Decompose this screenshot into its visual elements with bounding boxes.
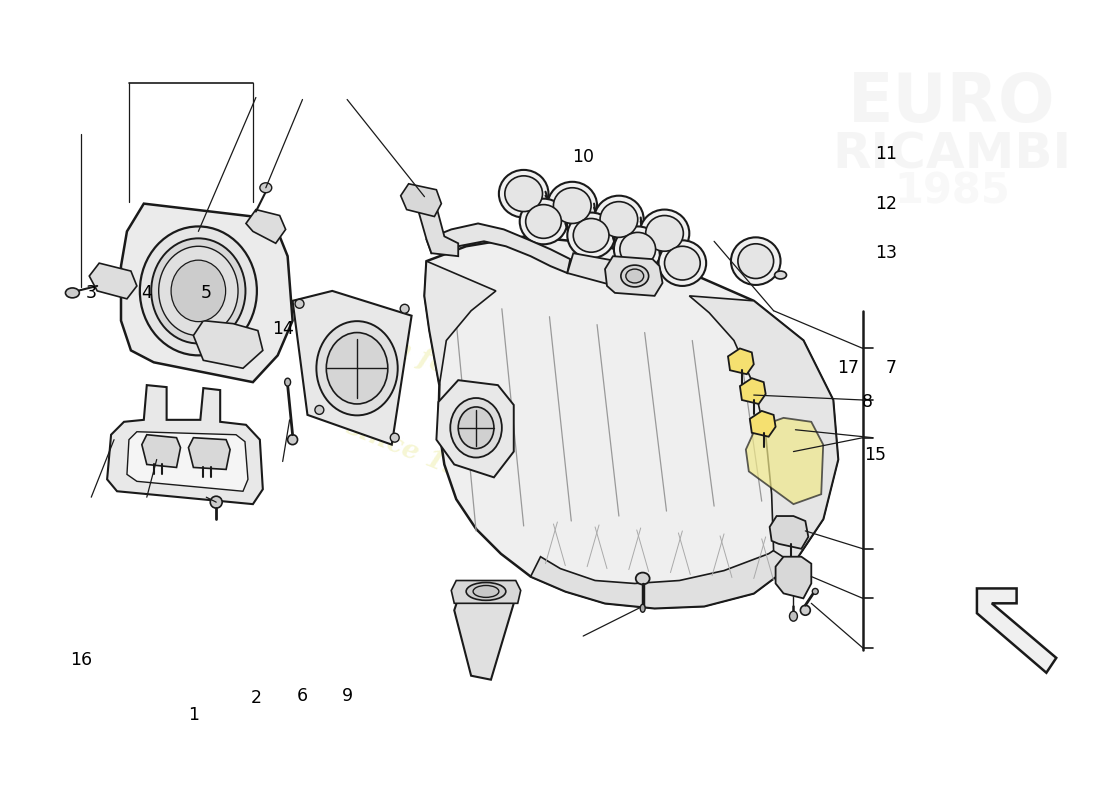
Polygon shape (418, 206, 459, 256)
Polygon shape (605, 256, 662, 296)
Ellipse shape (260, 182, 272, 193)
Polygon shape (740, 378, 766, 404)
Ellipse shape (568, 213, 615, 258)
Polygon shape (568, 254, 652, 291)
Polygon shape (142, 434, 180, 467)
Ellipse shape (390, 434, 399, 442)
Polygon shape (746, 418, 823, 504)
Ellipse shape (600, 202, 638, 238)
Polygon shape (425, 261, 496, 385)
Ellipse shape (327, 333, 388, 404)
Polygon shape (126, 432, 248, 491)
Text: 6: 6 (297, 686, 308, 705)
Ellipse shape (466, 582, 506, 600)
Ellipse shape (646, 215, 683, 251)
Polygon shape (107, 385, 263, 504)
Ellipse shape (573, 218, 609, 252)
Polygon shape (121, 204, 293, 382)
Ellipse shape (315, 406, 323, 414)
Ellipse shape (659, 240, 706, 286)
Ellipse shape (801, 606, 811, 615)
Polygon shape (451, 581, 520, 603)
Polygon shape (977, 589, 1056, 673)
Text: 11: 11 (874, 145, 896, 163)
Polygon shape (194, 321, 263, 368)
Ellipse shape (459, 407, 494, 449)
Text: since 1985: since 1985 (342, 414, 499, 496)
Ellipse shape (285, 378, 290, 386)
Ellipse shape (640, 604, 646, 612)
Text: 9: 9 (342, 686, 353, 705)
Ellipse shape (158, 246, 238, 335)
Polygon shape (188, 438, 230, 470)
Text: 1985: 1985 (894, 170, 1010, 213)
Text: 10: 10 (572, 148, 594, 166)
Polygon shape (293, 291, 411, 445)
Ellipse shape (790, 611, 798, 621)
Text: 15: 15 (864, 446, 886, 463)
Ellipse shape (210, 496, 222, 508)
Polygon shape (728, 349, 754, 374)
Polygon shape (437, 380, 514, 478)
Ellipse shape (526, 205, 561, 238)
Ellipse shape (636, 573, 650, 585)
Ellipse shape (640, 210, 690, 257)
Text: 4: 4 (141, 284, 152, 302)
Polygon shape (776, 557, 812, 598)
Text: 7: 7 (886, 359, 896, 378)
Ellipse shape (317, 321, 398, 415)
Text: 16: 16 (70, 651, 92, 669)
Polygon shape (770, 516, 808, 549)
Ellipse shape (295, 299, 304, 308)
Text: 3: 3 (86, 284, 97, 302)
Text: a passion for motorsport: a passion for motorsport (277, 290, 626, 450)
Ellipse shape (626, 269, 644, 283)
Ellipse shape (548, 182, 597, 230)
Ellipse shape (172, 260, 225, 322)
Text: 13: 13 (874, 244, 896, 262)
Polygon shape (400, 184, 441, 217)
Text: 14: 14 (272, 319, 294, 338)
Ellipse shape (499, 170, 549, 218)
Text: 17: 17 (837, 359, 859, 378)
Polygon shape (246, 210, 286, 243)
Ellipse shape (553, 188, 591, 223)
Ellipse shape (620, 265, 649, 287)
Ellipse shape (620, 232, 656, 266)
Polygon shape (750, 411, 776, 437)
Text: 8: 8 (862, 393, 873, 411)
Polygon shape (89, 263, 136, 299)
Text: 12: 12 (874, 194, 896, 213)
Ellipse shape (152, 238, 245, 343)
Ellipse shape (519, 198, 568, 244)
Polygon shape (690, 296, 838, 564)
Text: EURO: EURO (848, 70, 1056, 136)
Ellipse shape (774, 271, 786, 279)
Ellipse shape (450, 398, 502, 458)
Ellipse shape (738, 244, 773, 278)
Ellipse shape (505, 176, 542, 211)
Ellipse shape (473, 586, 499, 598)
Polygon shape (427, 223, 570, 273)
Polygon shape (530, 519, 823, 608)
Ellipse shape (812, 589, 818, 594)
Text: 5: 5 (201, 284, 212, 302)
Text: 2: 2 (251, 689, 262, 706)
Ellipse shape (664, 246, 701, 280)
Text: 1: 1 (188, 706, 199, 724)
Ellipse shape (66, 288, 79, 298)
Polygon shape (454, 583, 514, 680)
Ellipse shape (614, 226, 661, 272)
Text: RICAMBI: RICAMBI (833, 131, 1071, 179)
Polygon shape (425, 236, 838, 608)
Ellipse shape (400, 304, 409, 314)
Ellipse shape (140, 226, 257, 355)
Ellipse shape (287, 434, 297, 445)
Ellipse shape (594, 196, 643, 243)
Ellipse shape (732, 238, 781, 285)
